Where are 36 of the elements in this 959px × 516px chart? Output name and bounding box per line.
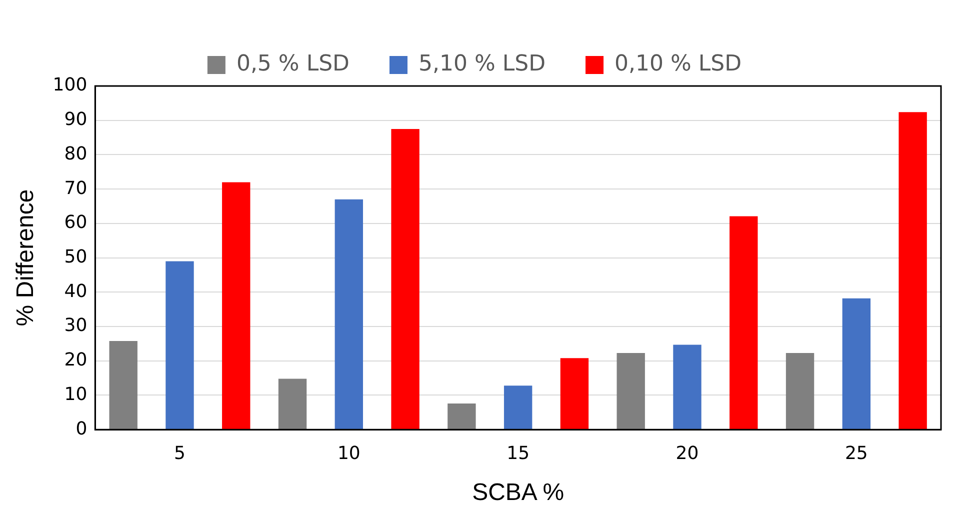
y-tick-label: 80 (64, 143, 88, 164)
legend-label: 5,10 % LSD (418, 52, 546, 77)
bar (730, 216, 758, 430)
x-tick-label: 25 (844, 443, 868, 464)
bar (616, 352, 645, 430)
bar (448, 403, 476, 430)
bar (222, 182, 250, 430)
x-tick-label: 20 (676, 443, 699, 464)
bar (334, 199, 364, 430)
y-tick-label: 0 (76, 418, 88, 440)
bar (278, 378, 307, 430)
x-tick-label: 10 (337, 443, 360, 464)
bar (560, 358, 589, 430)
bar (391, 128, 420, 430)
y-tick-label: 20 (64, 350, 88, 371)
y-tick-label: 60 (64, 212, 88, 234)
y-tick-label: 50 (64, 246, 88, 268)
y-axis-title: % Difference (12, 189, 40, 326)
y-tick-label: 90 (64, 109, 88, 130)
x-axis-title: SCBA % (472, 479, 564, 506)
bar (898, 112, 927, 430)
bar (109, 340, 138, 430)
legend-label: 0,5 % LSD (236, 52, 350, 77)
y-tick-label: 40 (64, 280, 88, 302)
bar (786, 352, 814, 430)
y-tick-label: 30 (64, 315, 88, 336)
bar (842, 298, 871, 430)
bar (504, 386, 532, 430)
x-tick-label: 5 (174, 443, 186, 464)
legend-label: 0,10 % LSD (614, 52, 742, 77)
bar (166, 261, 194, 430)
bar (673, 344, 702, 430)
x-tick-label: 15 (506, 443, 530, 464)
y-tick-label: 70 (64, 178, 88, 199)
y-tick-label: 10 (64, 384, 88, 405)
y-tick-label: 100 (52, 74, 88, 96)
